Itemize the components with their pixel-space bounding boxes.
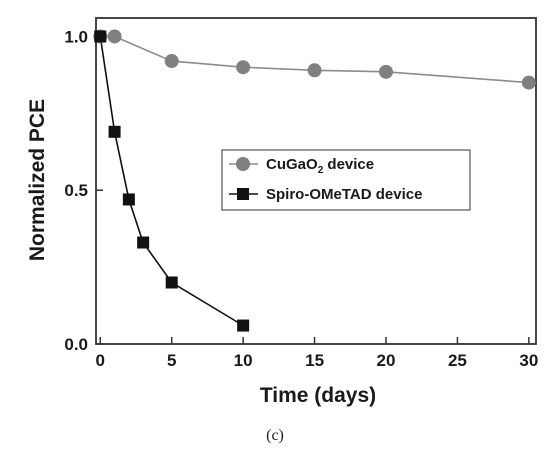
series-1-point xyxy=(521,75,536,90)
y-tick-label: 0.0 xyxy=(64,335,88,354)
series-2-point xyxy=(137,236,150,249)
legend-marker-cugao2 xyxy=(236,157,250,171)
x-axis-title: Time (days) xyxy=(260,384,376,407)
y-tick-label: 0.5 xyxy=(64,181,88,200)
series-1-point xyxy=(307,63,322,78)
legend-label-cugao2-subscript: 2 xyxy=(318,165,324,176)
series-2-point xyxy=(108,125,121,138)
legend-label-spiro: Spiro-OMeTAD device xyxy=(266,186,422,203)
y-axis-title: Normalized PCE xyxy=(26,99,49,261)
series-2-point xyxy=(94,30,107,43)
x-tick-label: 5 xyxy=(167,351,176,370)
series-1-point xyxy=(379,64,393,79)
plot-frame xyxy=(95,17,537,345)
x-tick-label: 0 xyxy=(96,351,105,370)
series-1-point xyxy=(164,54,179,69)
series-2-point xyxy=(165,276,178,289)
legend-label-cugao2-part1: CuGaO xyxy=(266,156,318,173)
x-tick-label: 10 xyxy=(234,351,253,370)
x-tick-label: 15 xyxy=(305,351,324,370)
x-tick-label: 20 xyxy=(377,351,396,370)
series-line-2 xyxy=(99,36,244,327)
series-2-point xyxy=(237,319,250,332)
series-2-point xyxy=(122,193,135,206)
y-tick-label: 1.0 xyxy=(64,27,88,46)
figure-caption: (c) xyxy=(266,427,284,444)
legend-label-cugao2: CuGaO2 device xyxy=(266,156,374,176)
series-1-point xyxy=(107,29,122,44)
series-layer xyxy=(93,29,536,332)
x-tick-label: 25 xyxy=(448,351,467,370)
legend: CuGaO2 device Spiro-OMeTAD device xyxy=(221,149,471,211)
legend-box xyxy=(221,149,471,211)
legend-marker-spiro xyxy=(237,188,249,200)
series-1-point xyxy=(236,60,251,75)
legend-label-cugao2-part3: device xyxy=(323,156,374,173)
x-tick-label: 30 xyxy=(519,351,538,370)
